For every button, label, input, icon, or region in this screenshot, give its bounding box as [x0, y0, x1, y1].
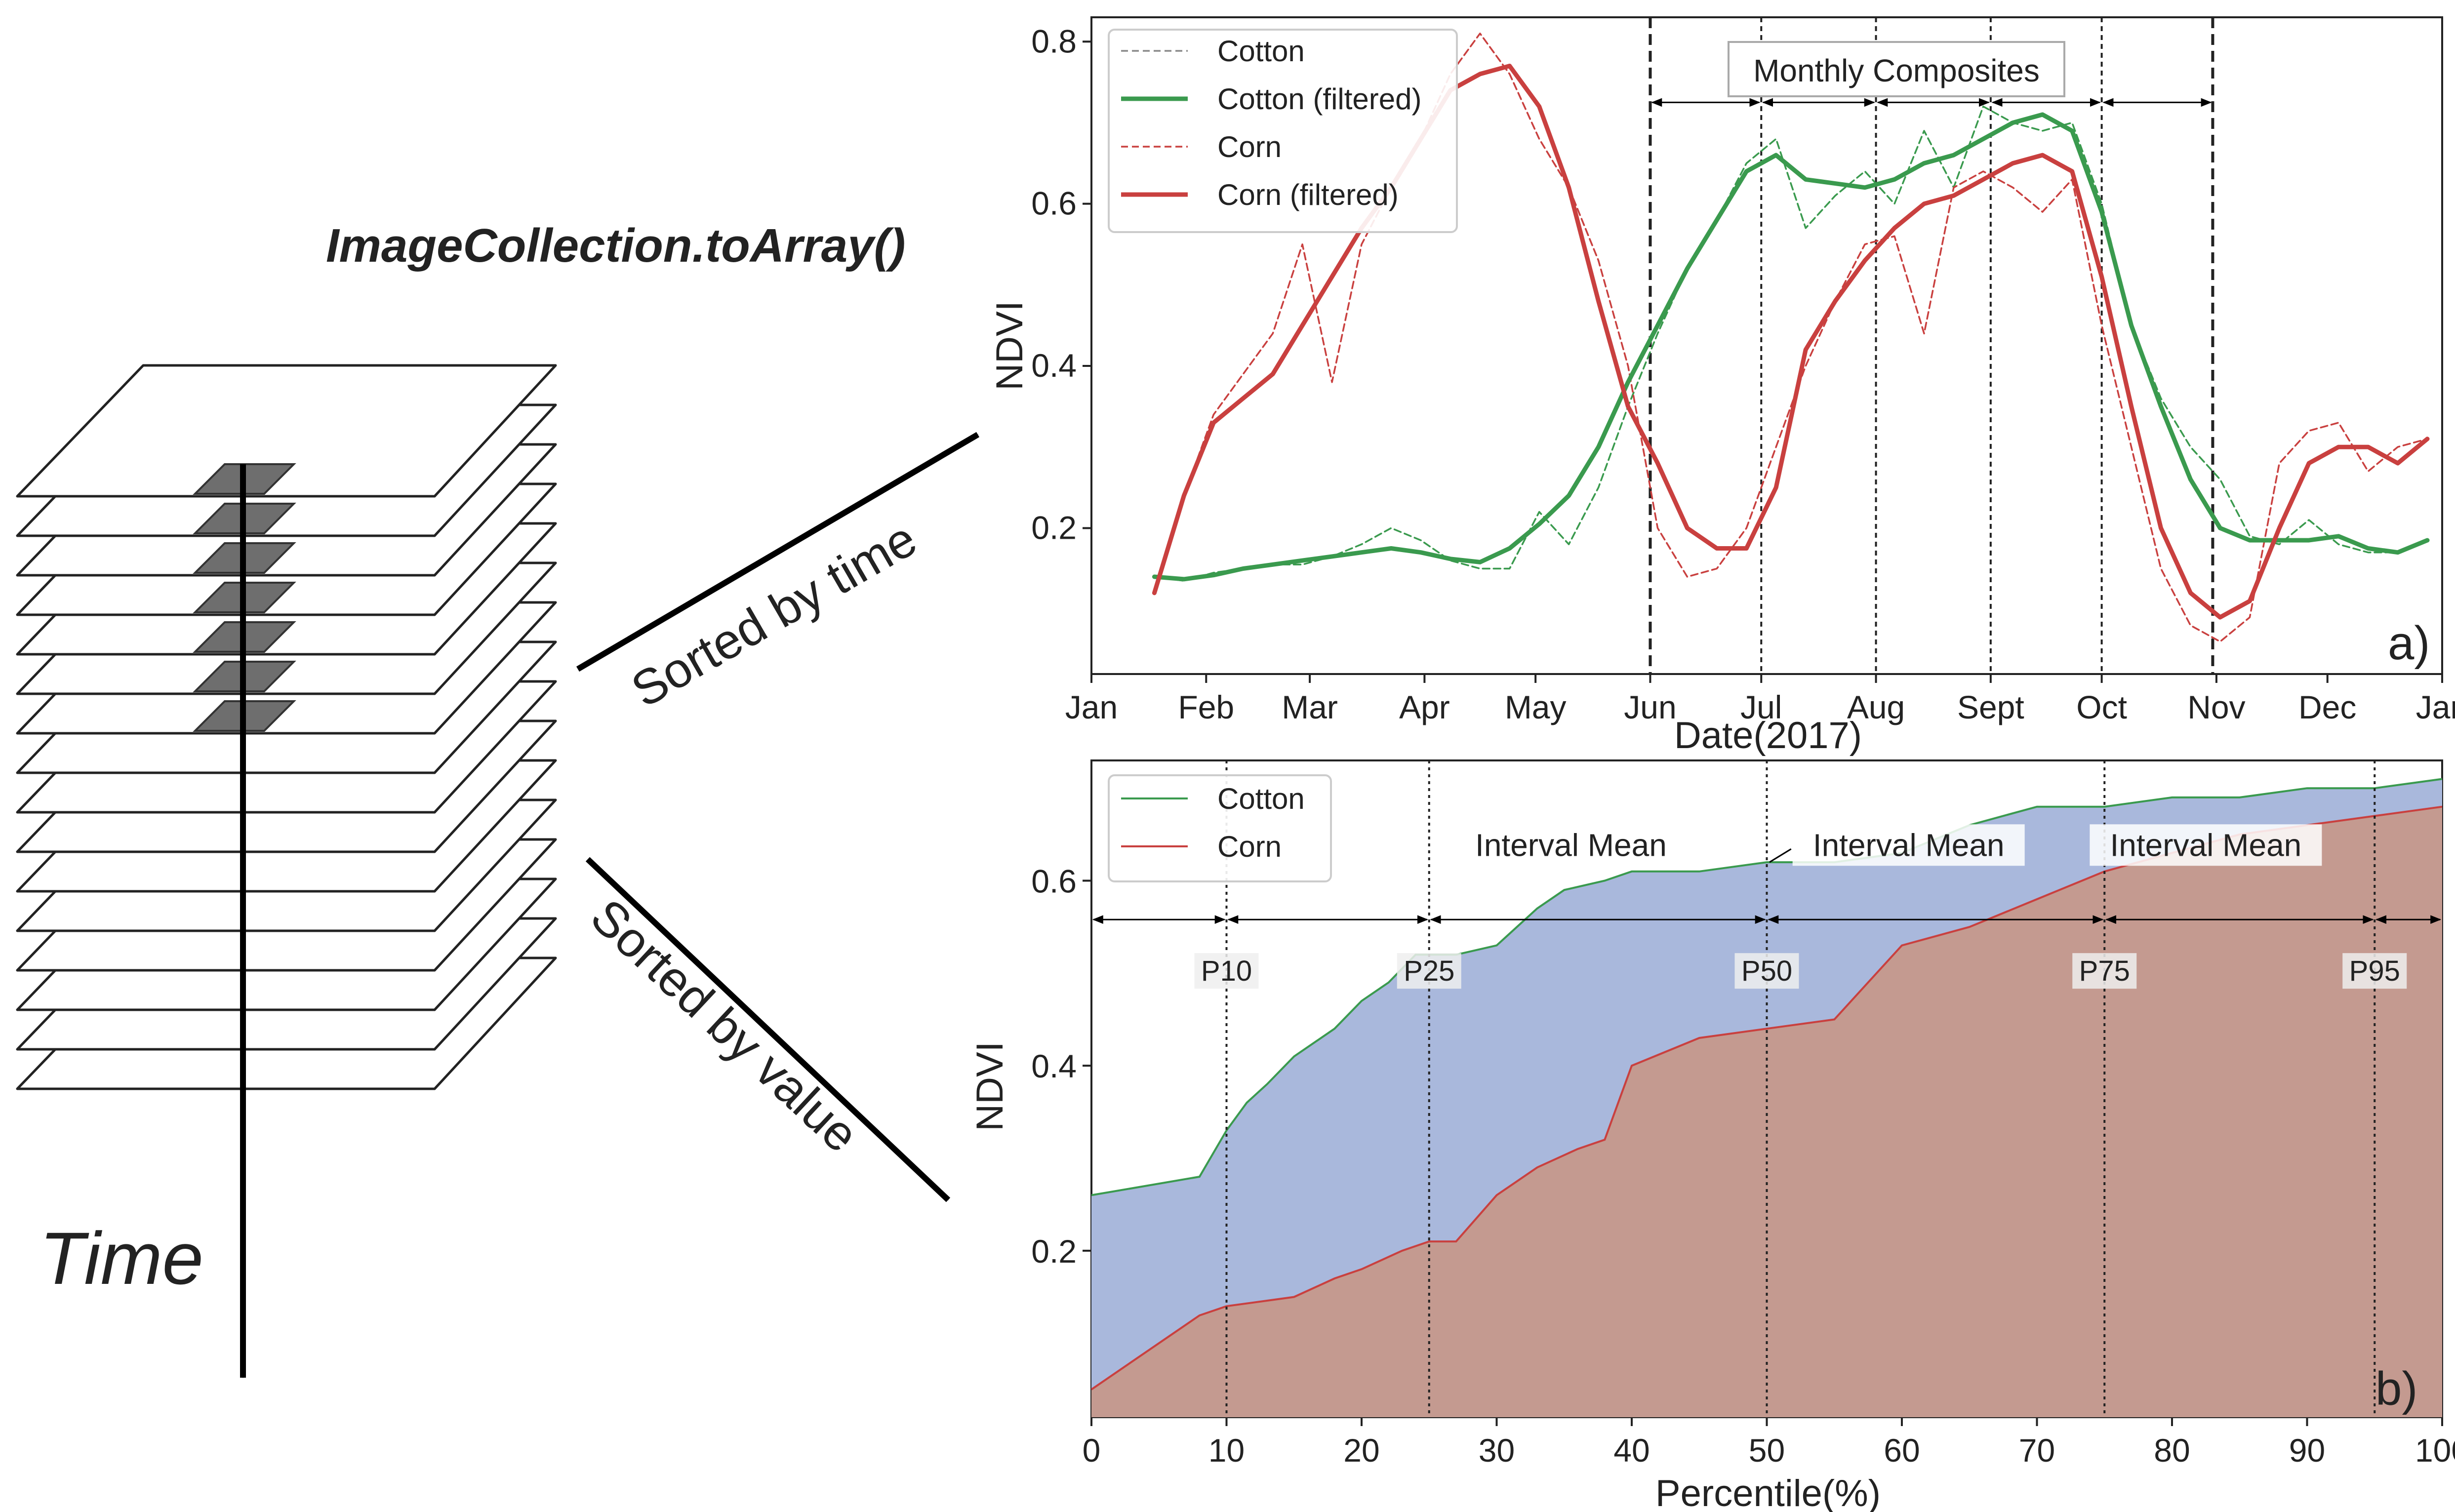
- diagram-heading: ImageCollection.toArray(): [326, 219, 906, 272]
- chart-b-legend: Cotton Corn: [1108, 774, 1332, 882]
- cotton-line: [1091, 778, 2443, 1196]
- series-line-cotton: [1153, 105, 2428, 582]
- chart-b-percentile-lines: [1225, 760, 2376, 1417]
- legend-label: Cotton: [1217, 35, 1305, 68]
- x-tick-label: Feb: [1178, 689, 1234, 725]
- percentile-label-bg: [2342, 953, 2407, 989]
- y-tick-label: 0.8: [1031, 23, 1077, 59]
- x-tick-label: May: [1505, 689, 1567, 725]
- image-stack: [16, 364, 557, 1378]
- interval-mean-bg: [1792, 824, 2025, 866]
- percentile-label-bg: [1734, 953, 1799, 989]
- x-tick-label: Nov: [2187, 689, 2245, 725]
- chart-b-panel-label: b): [2375, 1362, 2417, 1415]
- chart-a-ticks: Jan Feb Mar Apr May Jun Jul Aug Sept Oct Nov Dec Jan…: [1031, 23, 2455, 725]
- x-tick-label: Dec: [2298, 689, 2356, 725]
- x-tick-label: 70: [2019, 1432, 2055, 1469]
- series-line-corn: [1153, 33, 2428, 643]
- x-tick-label: 60: [1884, 1432, 1920, 1469]
- x-tick-label: 90: [2289, 1432, 2325, 1469]
- y-tick-label: 0.4: [1031, 1048, 1077, 1084]
- chart-b-xlabel: Percentile(%): [1655, 1472, 1881, 1512]
- x-tick-label: Apr: [1399, 689, 1450, 725]
- percentile-label-bg: [2072, 953, 2137, 989]
- x-tick-label: 30: [1479, 1432, 1515, 1469]
- sorted-by-time-arrow: [576, 432, 980, 672]
- chart-a-xlabel: Date(2017): [1674, 715, 1862, 756]
- chart-b: 0 10 20 30 40 50 60 70 80 90 100 0.2 0.4 0.6 P10 P25 P5…: [969, 759, 2455, 1512]
- x-tick-label: 50: [1749, 1432, 1785, 1469]
- interval-mean-bg: [2090, 824, 2322, 866]
- chart-b-ylabel: NDVI: [969, 1041, 1011, 1131]
- x-tick-label: 10: [1208, 1432, 1245, 1469]
- legend-label: Corn (filtered): [1217, 178, 1399, 211]
- monthly-composites-box: [1728, 41, 2065, 97]
- y-tick-label: 0.2: [1031, 1233, 1077, 1270]
- percentile-label: P10: [1201, 955, 1252, 987]
- y-tick-label: 0.2: [1031, 509, 1077, 546]
- y-tick-label: 0.4: [1031, 347, 1077, 384]
- chart-a-panel-label: a): [2388, 617, 2430, 670]
- percentile-label: P75: [2079, 955, 2130, 987]
- x-tick-label: 40: [1613, 1432, 1650, 1469]
- chart-a-ylabel: NDVI: [989, 301, 1031, 391]
- percentile-label-bg: [1397, 953, 1461, 989]
- y-tick-label: 0.6: [1031, 185, 1077, 222]
- x-tick-label: 80: [2154, 1432, 2190, 1469]
- sorted-by-value-label: Sorted by value: [580, 888, 869, 1163]
- x-tick-label: Aug: [1847, 689, 1905, 725]
- time-label: Time: [40, 1217, 203, 1300]
- x-tick-label: Jun: [1624, 689, 1676, 725]
- interval-mean-leader: [1769, 848, 1792, 863]
- monthly-composites-label: Monthly Composites: [1753, 53, 2040, 88]
- percentile-label: P25: [1404, 955, 1454, 987]
- legend-label: Corn: [1217, 830, 1282, 863]
- chart-b-annotations: P10 P25 P50 P75 P95 Interval Mean Interval Mea…: [1194, 824, 2407, 989]
- interval-mean-label: Interval Mean: [2110, 827, 2302, 863]
- stack-layer: [16, 364, 557, 498]
- x-tick-label: 100: [2415, 1432, 2455, 1469]
- x-tick-label: Oct: [2076, 689, 2127, 725]
- interval-mean-label: Interval Mean: [1475, 827, 1667, 863]
- chart-a-legend-box: [1108, 29, 1458, 233]
- chart-b-legend-box: [1108, 774, 1332, 882]
- interval-mean-bg: [1454, 824, 1687, 866]
- percentile-label-bg: [1194, 953, 1259, 989]
- percentile-label: P50: [1741, 955, 1792, 987]
- legend-label: Corn: [1217, 130, 1282, 163]
- legend-label: Cotton: [1217, 782, 1305, 815]
- series-line-cotton-filtered: [1152, 112, 2430, 582]
- interval-mean-label: Interval Mean: [1813, 827, 2005, 863]
- legend-label: Cotton (filtered): [1217, 82, 1422, 116]
- x-tick-label: Jan: [1065, 689, 1118, 725]
- chart-b-ticks: 0 10 20 30 40 50 60 70 80 90 100 0.2 0.4 0.6: [1031, 863, 2455, 1469]
- x-tick-label: Sept: [1957, 689, 2024, 725]
- y-tick-label: 0.6: [1031, 863, 1077, 900]
- x-tick-label: Jan: [2416, 689, 2455, 725]
- x-tick-label: Mar: [1282, 689, 1338, 725]
- sorted-by-value-arrow: [585, 857, 951, 1202]
- chart-a-composite-lines: [1649, 17, 2214, 674]
- monthly-composites-annotation: Monthly Composites: [1651, 41, 2212, 107]
- chart-a: Jan Feb Mar Apr May Jun Jul Aug Sept Oct Nov Dec Jan…: [989, 16, 2455, 756]
- x-tick-label: Jul: [1740, 689, 1782, 725]
- x-tick-label: 0: [1083, 1432, 1101, 1469]
- percentile-label: P95: [2349, 955, 2400, 987]
- x-tick-label: 20: [1343, 1432, 1379, 1469]
- chart-a-legend: Cotton Cotton (filtered) Corn Corn (filtere…: [1108, 29, 1458, 233]
